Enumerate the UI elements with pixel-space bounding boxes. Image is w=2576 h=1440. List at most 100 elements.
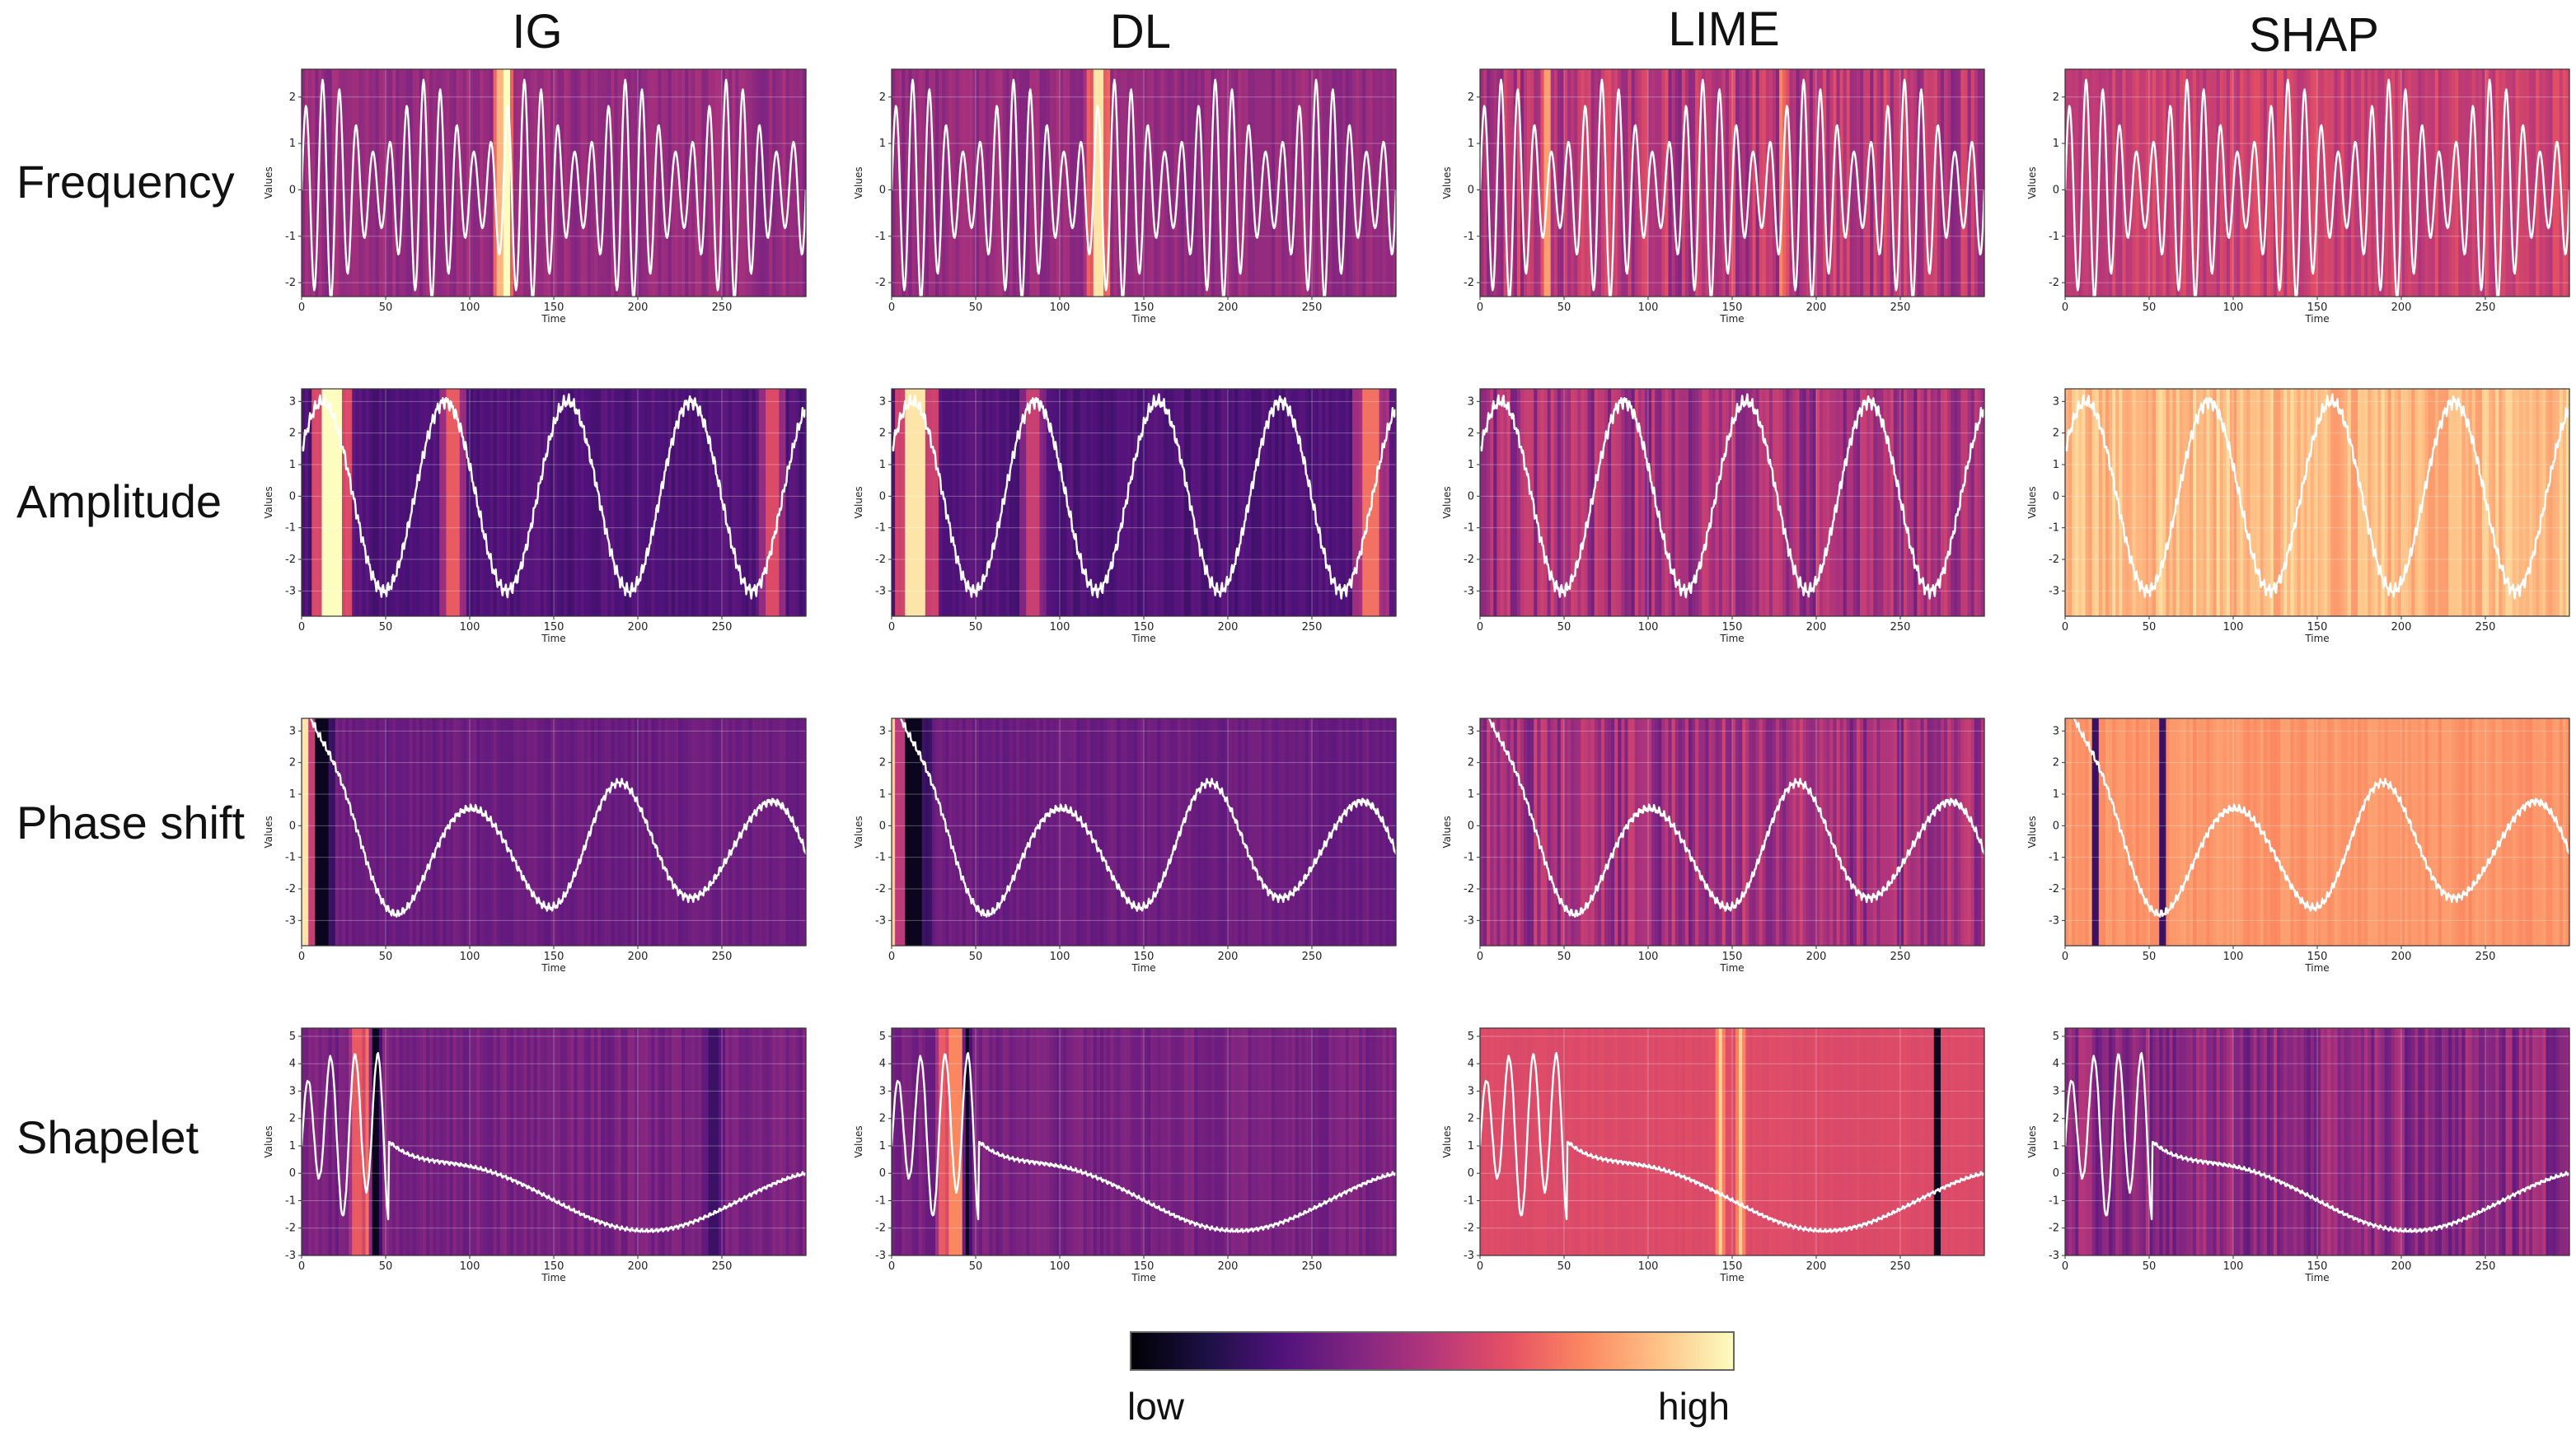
attribution-cell bbox=[1933, 1028, 1938, 1255]
attribution-cell bbox=[1543, 718, 1548, 946]
attribution-cell bbox=[1715, 69, 1720, 297]
attribution-cell bbox=[459, 389, 464, 616]
attribution-cell bbox=[1012, 718, 1017, 946]
attribution-cell bbox=[902, 69, 906, 297]
attribution-cell bbox=[908, 1028, 913, 1255]
attribution-cell bbox=[1809, 718, 1814, 946]
attribution-cell bbox=[1005, 389, 1010, 616]
attribution-cell bbox=[2283, 69, 2288, 297]
attribution-cell bbox=[2216, 389, 2221, 616]
attribution-cell bbox=[2515, 718, 2520, 946]
attribution-cell bbox=[1348, 389, 1353, 616]
attribution-cell bbox=[415, 718, 420, 946]
attribution-cell bbox=[711, 389, 716, 616]
attribution-cell bbox=[1083, 718, 1088, 946]
attribution-cell bbox=[449, 389, 454, 616]
attribution-cell bbox=[1144, 389, 1148, 616]
x-tick-label: 0 bbox=[1477, 302, 1483, 314]
attribution-cell bbox=[1880, 69, 1885, 297]
attribution-cell bbox=[2428, 69, 2433, 297]
y-tick-label: 3 bbox=[879, 725, 886, 737]
attribution-cell bbox=[449, 1028, 454, 1255]
attribution-cell bbox=[1829, 718, 1834, 946]
attribution-cell bbox=[1725, 389, 1730, 616]
attribution-cell bbox=[402, 389, 407, 616]
attribution-cell bbox=[1688, 718, 1693, 946]
attribution-cell bbox=[2361, 69, 2365, 297]
attribution-cell bbox=[1365, 389, 1370, 616]
attribution-cell bbox=[1217, 389, 1222, 616]
attribution-cell bbox=[1590, 718, 1595, 946]
attribution-cell bbox=[483, 69, 487, 297]
attribution-cell bbox=[341, 389, 346, 616]
attribution-cell bbox=[945, 1028, 949, 1255]
attribution-cell bbox=[305, 389, 309, 616]
column-title-ig: IG bbox=[512, 5, 562, 58]
attribution-cell bbox=[305, 718, 309, 946]
attribution-cell bbox=[976, 1028, 980, 1255]
attribution-cell bbox=[1597, 718, 1602, 946]
attribution-cell bbox=[1288, 1028, 1293, 1255]
x-tick-label: 150 bbox=[2307, 951, 2328, 963]
attribution-cell bbox=[2283, 389, 2288, 616]
attribution-cell bbox=[1967, 1028, 1972, 1255]
attribution-cell bbox=[999, 389, 1004, 616]
attribution-cell bbox=[2397, 389, 2402, 616]
attribution-cell bbox=[2321, 389, 2325, 616]
attribution-cell bbox=[979, 718, 983, 946]
attribution-cell bbox=[315, 1028, 319, 1255]
attribution-cell bbox=[2539, 718, 2543, 946]
attribution-cell bbox=[634, 1028, 639, 1255]
attribution-cell bbox=[2327, 1028, 2331, 1255]
attribution-cell bbox=[1833, 1028, 1838, 1255]
attribution-cell bbox=[1776, 1028, 1780, 1255]
attribution-cell bbox=[979, 69, 983, 297]
attribution-cell bbox=[658, 718, 663, 946]
x-axis-label: Time bbox=[2304, 633, 2329, 644]
attribution-cell bbox=[1076, 718, 1081, 946]
attribution-stripes bbox=[1480, 718, 1985, 946]
attribution-cell bbox=[1933, 718, 1938, 946]
x-tick-label: 250 bbox=[712, 302, 733, 314]
attribution-cell bbox=[2101, 718, 2106, 946]
attribution-cell bbox=[1970, 1028, 1975, 1255]
attribution-cell bbox=[1267, 389, 1272, 616]
attribution-cell bbox=[2088, 718, 2093, 946]
attribution-cell bbox=[1567, 718, 1571, 946]
attribution-cell bbox=[2334, 718, 2339, 946]
attribution-cell bbox=[1786, 1028, 1790, 1255]
attribution-cell bbox=[1103, 69, 1108, 297]
attribution-cell bbox=[2185, 1028, 2190, 1255]
series-line bbox=[2063, 686, 2571, 918]
attribution-cell bbox=[1278, 389, 1282, 616]
attribution-cell bbox=[1904, 389, 1908, 616]
attribution-cell bbox=[1278, 1028, 1282, 1255]
attribution-cell bbox=[1537, 389, 1542, 616]
attribution-cell bbox=[701, 389, 706, 616]
attribution-cell bbox=[2405, 718, 2409, 946]
attribution-cell bbox=[321, 718, 326, 946]
attribution-cell bbox=[2465, 389, 2470, 616]
y-tick-label: 2 bbox=[2053, 757, 2059, 769]
attribution-cell bbox=[688, 1028, 692, 1255]
attribution-cell bbox=[550, 1028, 555, 1255]
attribution-cell bbox=[667, 1028, 672, 1255]
attribution-cell bbox=[2431, 1028, 2436, 1255]
attribution-cell bbox=[2350, 389, 2355, 616]
attribution-cell bbox=[2455, 69, 2459, 297]
attribution-cell bbox=[2162, 389, 2166, 616]
attribution-cell bbox=[728, 1028, 733, 1255]
attribution-cell bbox=[1520, 718, 1525, 946]
attribution-cell bbox=[1684, 718, 1689, 946]
attribution-cell bbox=[1046, 389, 1051, 616]
attribution-cell bbox=[2455, 718, 2459, 946]
attribution-cell bbox=[1739, 718, 1743, 946]
attribution-cell bbox=[2418, 389, 2423, 616]
attribution-cell bbox=[1789, 389, 1794, 616]
attribution-cell bbox=[456, 718, 461, 946]
attribution-cell bbox=[2250, 389, 2255, 616]
attribution-cell bbox=[1527, 389, 1531, 616]
attribution-cell bbox=[2145, 389, 2150, 616]
attribution-cell bbox=[2310, 1028, 2315, 1255]
attribution-cell bbox=[1036, 718, 1041, 946]
